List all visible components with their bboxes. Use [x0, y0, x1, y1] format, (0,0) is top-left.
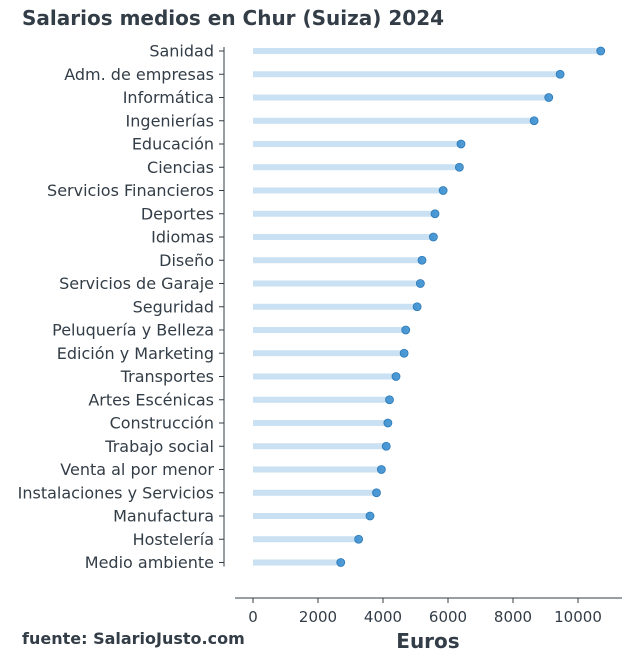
lollipop-point [376, 465, 386, 474]
category-label: Peluquería y Belleza [52, 321, 214, 340]
x-tick-label: 8000 [494, 608, 532, 626]
lollipop-point [372, 488, 381, 498]
category-label: Sanidad [149, 42, 214, 61]
lollipop-point [391, 372, 401, 381]
lollipop-point [385, 395, 394, 405]
lollipop-point [438, 186, 448, 195]
lollipop-point [430, 209, 440, 219]
lollipop-point [365, 511, 375, 521]
lollipop-point [529, 116, 539, 126]
lollipop-point [399, 348, 409, 358]
category-label: Ciencias [147, 158, 214, 177]
x-tick-label: 0 [248, 608, 258, 626]
lollipop-point [555, 69, 565, 79]
category-label: Instalaciones y Servicios [18, 483, 214, 502]
source-note: fuente: SalarioJusto.com [22, 629, 245, 648]
category-label: Construcción [110, 414, 214, 433]
category-label: Seguridad [133, 297, 214, 316]
lollipop-point [415, 279, 425, 288]
category-label: Manufactura [113, 507, 214, 526]
category-label: Diseño [159, 251, 214, 270]
x-tick-label: 2000 [299, 608, 337, 626]
lollipop-point [336, 558, 346, 567]
lollipop-point [401, 325, 411, 335]
category-label: Ingenierías [126, 111, 214, 130]
x-tick-label: 10000 [554, 608, 602, 626]
lollipop-point [544, 93, 554, 102]
category-label: Servicios Financieros [47, 181, 214, 200]
lollipop-point [412, 302, 422, 312]
x-tick-label: 4000 [364, 608, 402, 626]
lollipop-point [596, 46, 606, 56]
category-label: Medio ambiente [85, 553, 214, 572]
lollipop-point [381, 441, 391, 451]
lollipop-point [417, 255, 427, 265]
category-label: Artes Escénicas [88, 390, 214, 409]
x-axis-label: Euros [396, 629, 459, 653]
category-label: Deportes [141, 204, 214, 223]
lollipop-point [454, 162, 464, 172]
category-label: Idiomas [151, 228, 214, 247]
category-label: Educación [132, 135, 214, 154]
category-label: Informática [123, 88, 214, 107]
category-label: Transportes [120, 367, 214, 386]
x-tick-label: 6000 [429, 608, 467, 626]
category-label: Edición y Marketing [57, 344, 214, 363]
chart-title: Salarios medios en Chur (Suiza) 2024 [22, 6, 445, 30]
lollipop-point [428, 232, 438, 242]
category-label: Adm. de empresas [64, 65, 214, 84]
lollipop-point [456, 139, 466, 149]
category-label: Trabajo social [104, 437, 214, 456]
category-label: Venta al por menor [60, 460, 214, 479]
category-label: Servicios de Garaje [59, 274, 214, 293]
lollipop-point [354, 534, 364, 544]
lollipop-point [383, 418, 393, 428]
category-label: Hostelería [133, 530, 214, 549]
